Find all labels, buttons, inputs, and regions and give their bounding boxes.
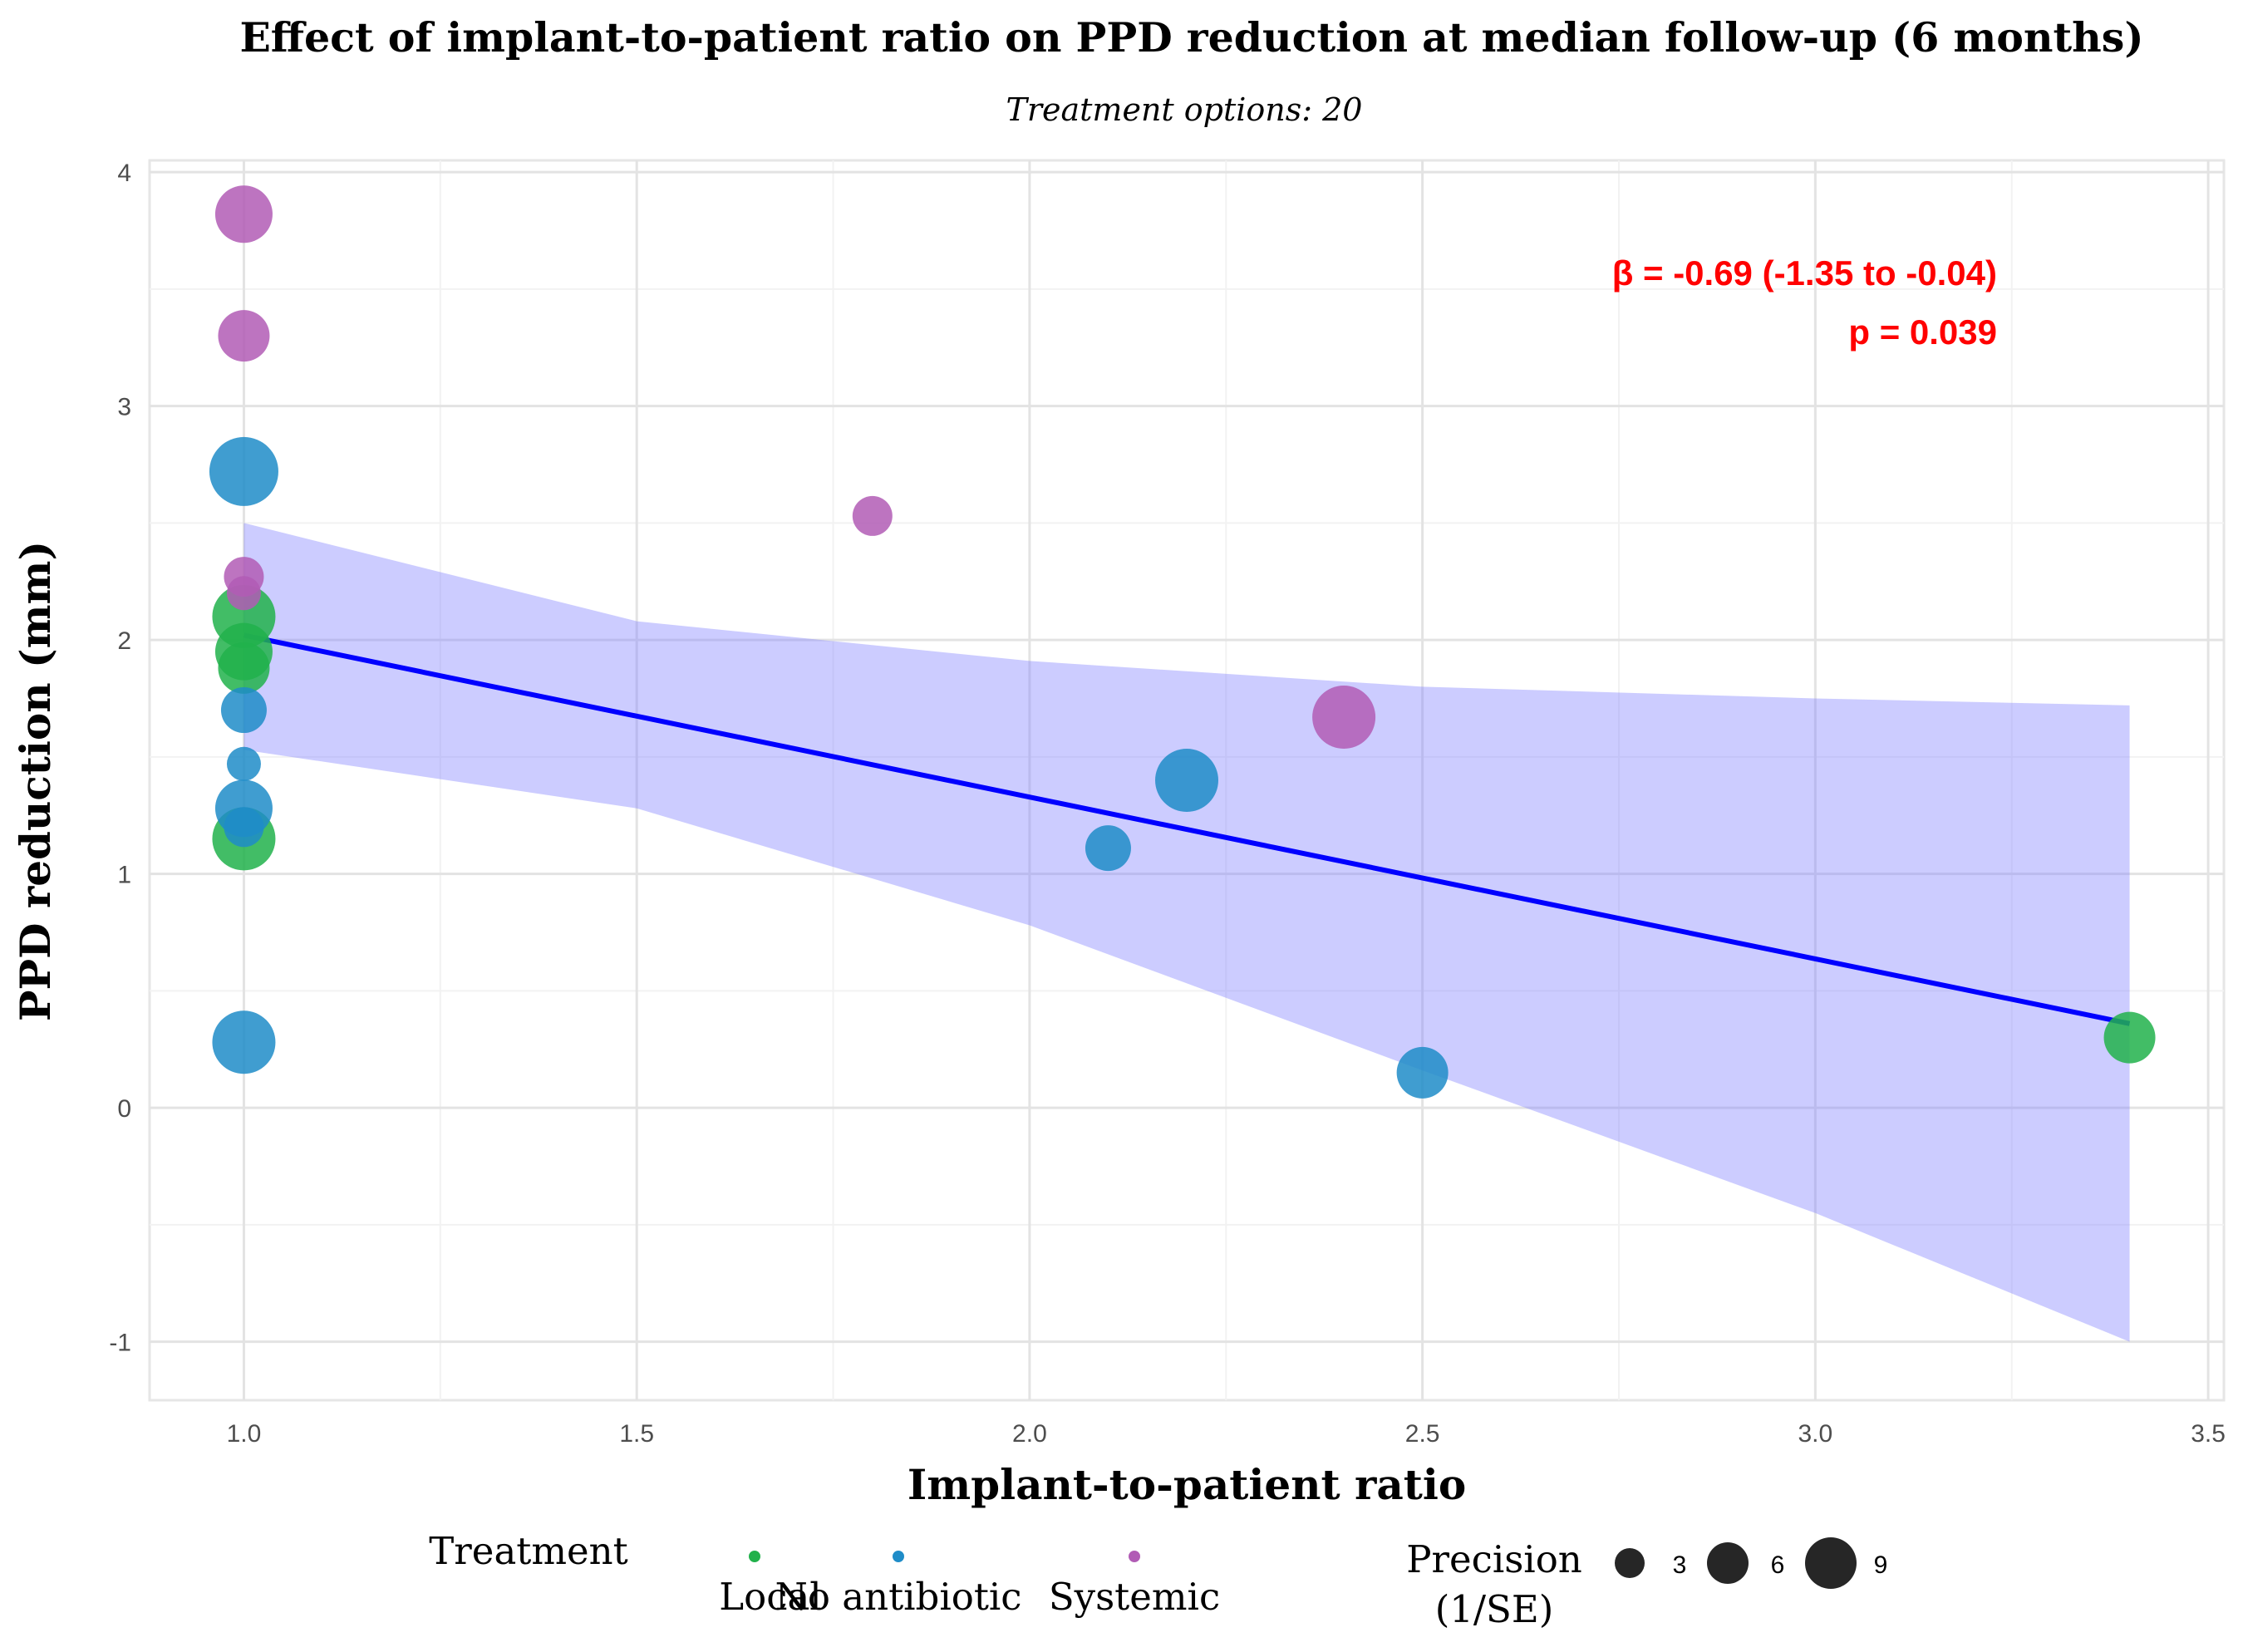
confidence-band [243, 523, 2130, 1342]
p-value-annotation: p = 0.039 [1848, 312, 1997, 352]
legend-key-no-antibiotic [893, 1551, 904, 1562]
ci-band-group [243, 523, 2130, 1342]
legend-size-entries: 3 6 9 [1615, 1537, 1887, 1589]
x-tick-label: 2.5 [1405, 1420, 1440, 1448]
y-tick-label: 2 [117, 627, 131, 655]
x-tick-label: 3.5 [2191, 1420, 2226, 1448]
legend-size-key-3 [1615, 1548, 1645, 1578]
x-tick-label: 1.0 [227, 1420, 262, 1448]
legend-label-no-antibiotic: No antibiotic [775, 1575, 1021, 1619]
data-point-no-antibiotic [224, 807, 264, 848]
x-tick-label: 3.0 [1798, 1420, 1833, 1448]
legend-size-title-line2: (1/SE) [1435, 1587, 1554, 1631]
legend-treatment-title: Treatment [429, 1529, 627, 1573]
legend-size-title-line1: Precision [1406, 1537, 1582, 1581]
legend-size-label-9: 9 [1874, 1551, 1888, 1579]
y-tick-label: 3 [117, 394, 131, 421]
x-tick-labels: 1.0 1.5 2.0 2.5 3.0 3.5 [227, 1420, 2226, 1448]
y-tick-label: 4 [117, 160, 131, 187]
legend-size-key-6 [1707, 1542, 1749, 1584]
beta-annotation: β = -0.69 (-1.35 to -0.04) [1612, 253, 1997, 293]
x-tick-label: 2.0 [1012, 1420, 1047, 1448]
data-point-no-antibiotic [220, 687, 267, 734]
y-tick-labels: -1 0 1 2 3 4 [109, 160, 131, 1357]
data-point-systemic [852, 495, 893, 536]
data-point-local [2103, 1011, 2156, 1064]
x-axis-label: Implant-to-patient ratio [908, 1460, 1466, 1509]
regression-annotation: β = -0.69 (-1.35 to -0.04) p = 0.039 [1612, 253, 1997, 352]
regression-line-group [243, 632, 2131, 1026]
y-axis-label: PPD reduction (mm) [11, 541, 60, 1021]
data-point-systemic [1312, 685, 1376, 749]
y-tick-label: 0 [117, 1095, 131, 1123]
grid [150, 160, 2224, 1400]
data-point-systemic [226, 576, 261, 611]
data-point-no-antibiotic [212, 1010, 276, 1074]
legend-label-local: Local [719, 1575, 821, 1619]
data-point-no-antibiotic [1396, 1046, 1449, 1099]
data-point-no-antibiotic [1155, 749, 1218, 812]
legend-size-label-6: 6 [1771, 1551, 1785, 1579]
data-point-no-antibiotic [209, 436, 278, 506]
data-point-systemic [218, 310, 270, 362]
regression-line [243, 632, 2131, 1026]
legend-key-systemic [1129, 1551, 1140, 1562]
chart-title: Effect of implant-to-patient ratio on PP… [239, 13, 2143, 61]
chart-subtitle: Treatment options: 20 [1006, 91, 1363, 128]
y-tick-label: -1 [109, 1330, 131, 1357]
data-point-systemic [214, 185, 273, 243]
data-points [209, 185, 2156, 1099]
data-point-local [218, 642, 270, 694]
legend-key-local [749, 1551, 760, 1562]
data-point-no-antibiotic [226, 746, 261, 781]
plot-area [148, 159, 2226, 1402]
legend-label-systemic: Systemic [1049, 1575, 1220, 1619]
data-point-no-antibiotic [1085, 825, 1131, 872]
legend-size-key-9 [1805, 1537, 1857, 1589]
legend-size-label-3: 3 [1673, 1551, 1687, 1579]
x-tick-label: 1.5 [619, 1420, 654, 1448]
y-tick-label: 1 [117, 862, 131, 889]
